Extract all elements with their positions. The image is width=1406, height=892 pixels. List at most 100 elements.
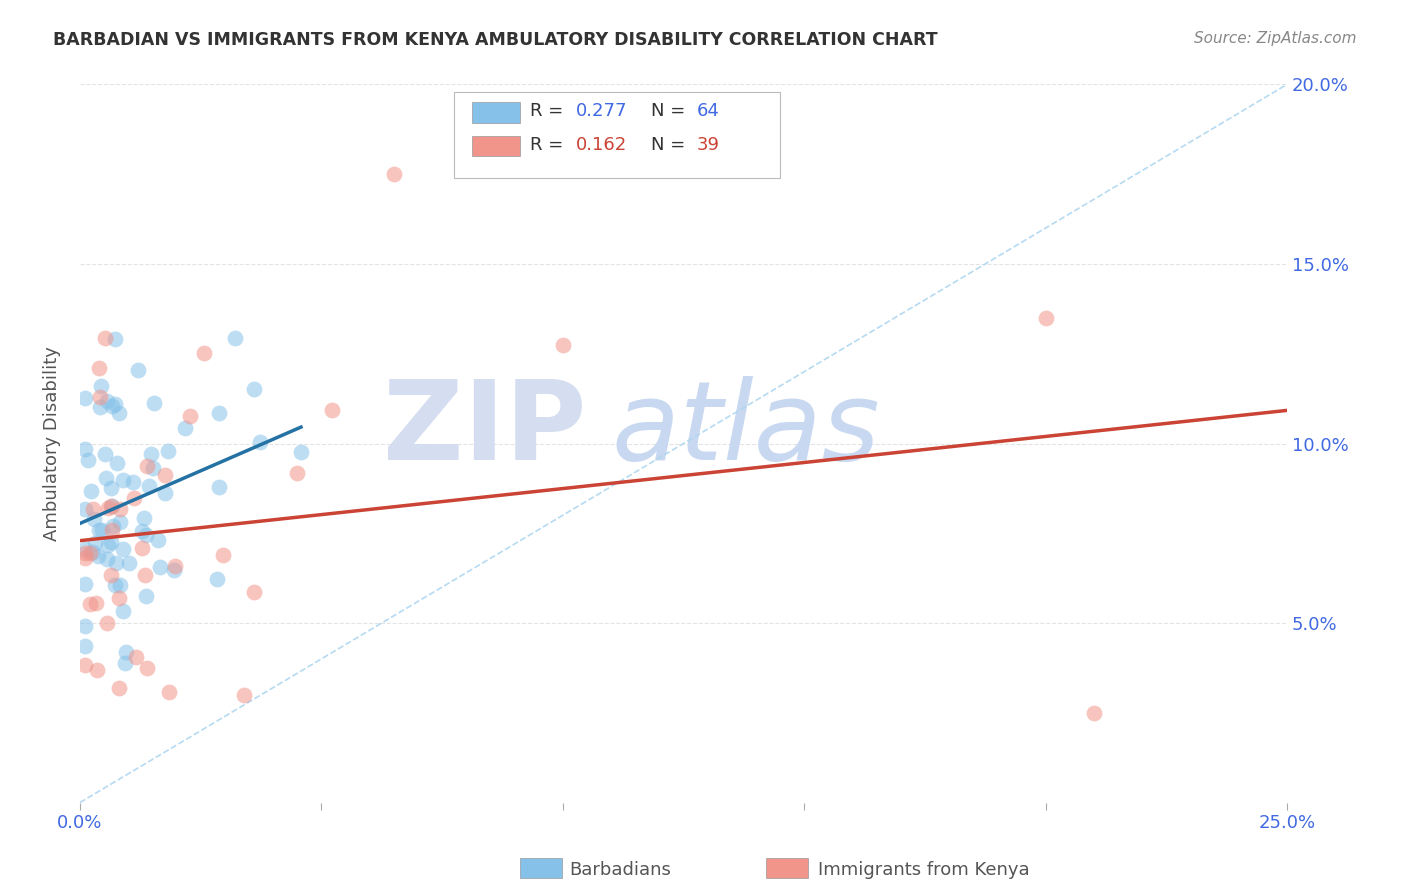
Point xyxy=(100,482,122,496)
Point xyxy=(193,346,215,360)
Point xyxy=(90,379,112,393)
Point xyxy=(96,551,118,566)
Point xyxy=(101,500,124,514)
Point xyxy=(100,535,122,549)
Point xyxy=(135,589,157,603)
Point xyxy=(243,585,266,599)
Point xyxy=(153,486,176,500)
Point xyxy=(100,399,122,413)
Point xyxy=(212,548,235,562)
Point xyxy=(122,491,145,505)
Point xyxy=(100,500,122,514)
Point xyxy=(382,167,405,181)
Point xyxy=(149,560,172,574)
Text: atlas: atlas xyxy=(612,376,880,483)
Point xyxy=(131,524,153,538)
Point xyxy=(122,475,145,489)
Point xyxy=(96,615,118,630)
Point xyxy=(551,338,574,352)
Point xyxy=(104,578,127,592)
Point xyxy=(132,511,155,525)
Point xyxy=(118,556,141,570)
Point xyxy=(82,545,104,559)
Point xyxy=(96,393,118,408)
Point xyxy=(79,597,101,611)
Text: 0.162: 0.162 xyxy=(576,136,627,154)
Point xyxy=(89,391,111,405)
Point xyxy=(108,516,131,530)
Point xyxy=(146,533,169,548)
Point xyxy=(83,512,105,526)
Point xyxy=(73,576,96,591)
Text: Barbadians: Barbadians xyxy=(569,861,671,879)
Point xyxy=(97,538,120,552)
Point xyxy=(107,456,129,470)
Text: Source: ZipAtlas.com: Source: ZipAtlas.com xyxy=(1194,31,1357,46)
Point xyxy=(111,542,134,557)
Y-axis label: Ambulatory Disability: Ambulatory Disability xyxy=(44,346,60,541)
Point xyxy=(205,573,228,587)
Text: Immigrants from Kenya: Immigrants from Kenya xyxy=(818,861,1031,879)
Point xyxy=(108,406,131,420)
Point xyxy=(285,467,308,481)
Point xyxy=(156,444,179,458)
Point xyxy=(75,442,97,456)
Point xyxy=(141,447,163,461)
Point xyxy=(153,467,176,482)
Point xyxy=(97,501,120,516)
Point xyxy=(114,656,136,670)
Point xyxy=(115,645,138,659)
Point xyxy=(104,332,127,346)
Point xyxy=(136,458,159,473)
Point xyxy=(73,502,96,516)
Point xyxy=(104,397,127,411)
Point xyxy=(138,478,160,492)
Point xyxy=(73,619,96,633)
Point xyxy=(127,363,149,377)
Point xyxy=(94,331,117,345)
Point xyxy=(111,604,134,618)
Point xyxy=(179,409,201,424)
Point xyxy=(84,535,107,549)
Text: R =: R = xyxy=(530,102,569,120)
Point xyxy=(110,502,132,516)
Point xyxy=(73,658,96,673)
Text: 0.277: 0.277 xyxy=(576,102,627,120)
Point xyxy=(103,518,125,533)
Point xyxy=(73,551,96,566)
Point xyxy=(84,596,107,610)
Point xyxy=(108,681,131,695)
FancyBboxPatch shape xyxy=(472,136,520,156)
Point xyxy=(135,528,157,542)
Point xyxy=(249,434,271,449)
Point xyxy=(82,502,104,516)
Point xyxy=(108,578,131,592)
Point xyxy=(87,523,110,537)
Point xyxy=(208,406,231,420)
Point xyxy=(242,382,264,396)
Point xyxy=(73,542,96,557)
Point xyxy=(1083,706,1105,720)
FancyBboxPatch shape xyxy=(472,103,520,122)
Point xyxy=(134,568,156,582)
Point xyxy=(124,650,146,665)
Point xyxy=(73,392,96,406)
Point xyxy=(79,546,101,560)
Point xyxy=(233,688,256,702)
Point xyxy=(80,483,103,498)
Point xyxy=(157,685,180,699)
Point xyxy=(1035,310,1057,325)
Point xyxy=(165,558,187,573)
Point xyxy=(100,523,122,537)
Point xyxy=(108,591,131,606)
Text: BARBADIAN VS IMMIGRANTS FROM KENYA AMBULATORY DISABILITY CORRELATION CHART: BARBADIAN VS IMMIGRANTS FROM KENYA AMBUL… xyxy=(53,31,938,49)
Point xyxy=(77,453,100,467)
FancyBboxPatch shape xyxy=(454,92,780,178)
Point xyxy=(89,361,111,376)
Point xyxy=(73,639,96,653)
Point xyxy=(321,402,343,417)
Point xyxy=(100,568,122,582)
Point xyxy=(86,663,108,677)
Point xyxy=(131,541,153,555)
Point xyxy=(96,471,118,485)
